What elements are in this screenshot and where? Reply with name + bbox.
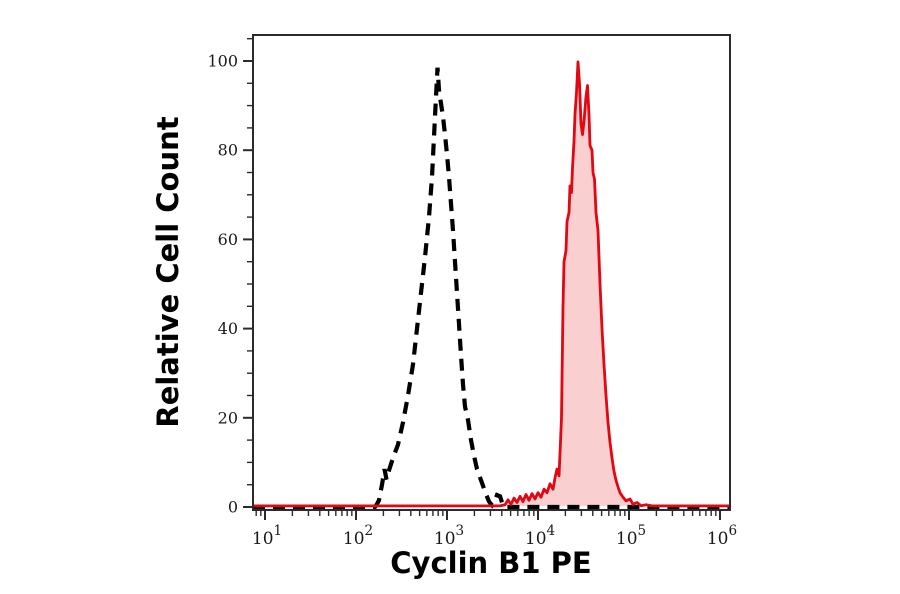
y-tick-label: 100 bbox=[207, 52, 238, 71]
x-tick-exponent: 5 bbox=[638, 523, 647, 539]
x-tick-label: 101 bbox=[252, 523, 282, 549]
x-tick-label: 106 bbox=[707, 523, 737, 549]
y-axis-title: Relative Cell Count bbox=[151, 116, 185, 427]
red-filled-area bbox=[253, 61, 730, 506]
x-tick-exponent: 3 bbox=[456, 523, 465, 539]
y-tick-label: 0 bbox=[228, 498, 238, 517]
x-tick-exponent: 2 bbox=[365, 523, 374, 539]
x-tick-label: 105 bbox=[616, 523, 646, 549]
y-tick-label: 40 bbox=[218, 319, 238, 338]
plot-frame bbox=[252, 34, 731, 511]
x-tick-exponent: 1 bbox=[274, 523, 283, 539]
black-dashed-curve bbox=[253, 67, 730, 510]
red-curve bbox=[253, 60, 730, 508]
x-tick-exponent: 4 bbox=[547, 523, 556, 539]
y-tick-label: 80 bbox=[218, 141, 238, 160]
x-tick-label: 102 bbox=[343, 523, 373, 549]
y-tick-label: 60 bbox=[218, 230, 238, 249]
x-axis-title: Cyclin B1 PE bbox=[390, 546, 591, 580]
x-tick-exponent: 6 bbox=[729, 523, 738, 539]
y-tick-label: 20 bbox=[218, 408, 238, 427]
